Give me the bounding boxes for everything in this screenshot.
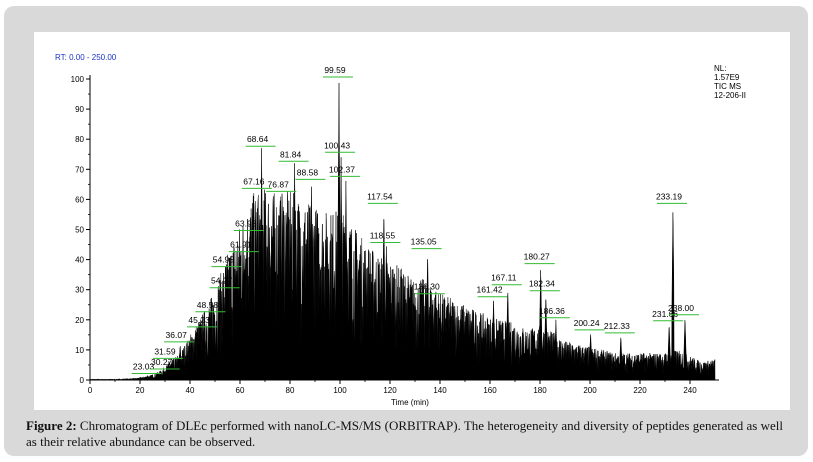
peak-label: 180.27 [524,252,550,262]
x-tick-label: 200 [583,386,597,395]
peak-label: 102.37 [329,164,355,174]
x-tick-label: 220 [633,386,647,395]
y-tick-label: 40 [75,256,84,265]
peak-label: 30.27 [151,357,173,367]
x-tick-label: 160 [483,386,497,395]
peak-label: 99.59 [324,65,346,75]
peak-label: 186.36 [539,306,565,316]
x-tick-label: 120 [383,386,397,395]
x-tick-label: 60 [236,386,245,395]
info-line: 12-206-II [714,91,746,100]
figure-frame: RT: 0.00 - 250.00 NL: 1.57E9 TIC MS 12-206-… [4,6,808,456]
x-tick-label: 240 [683,386,697,395]
y-tick-label: 10 [75,346,84,355]
x-tick-label: 0 [88,386,93,395]
peak-label: 23.03 [133,361,155,371]
x-axis-title: Time (min) [391,398,429,407]
chromatogram-trace [89,82,716,381]
x-tick-label: 140 [433,386,447,395]
peak-label: 61.91 [230,240,252,250]
peak-label: 45.23 [188,315,210,325]
peak-label: 54.27 [211,276,233,286]
x-tick-label: 80 [286,386,295,395]
chromatogram-panel: RT: 0.00 - 250.00 NL: 1.57E9 TIC MS 12-206-… [34,32,790,410]
peak-label: 117.54 [367,191,393,201]
y-tick-label: 30 [75,286,84,295]
peak-label: 136.30 [414,282,440,292]
x-tick-label: 180 [533,386,547,395]
peak-label: 68.64 [247,134,269,144]
data-layer [89,82,716,381]
peak-label: 88.58 [297,167,319,177]
peak-label: 167.11 [491,273,517,283]
peak-label: 238.00 [668,303,694,313]
peak-label: 212.33 [604,321,630,331]
y-tick-label: 80 [75,135,84,144]
peak-label: 118.55 [370,231,396,241]
info-line: TIC MS [714,82,741,91]
caption-text: Chromatogram of DLEc performed with nano… [26,418,783,449]
y-tick-label: 100 [71,75,85,84]
peak-label: 182.34 [529,279,555,289]
x-tick-label: 100 [333,386,347,395]
peak-label: 31.59 [154,346,176,356]
peak-label: 233.19 [656,191,682,201]
x-tick-label: 20 [136,386,145,395]
peak-label: 231.66 [652,309,678,319]
y-tick-label: 20 [75,316,84,325]
caption-label: Figure 2: [26,418,77,433]
y-tick-label: 50 [75,226,84,235]
peak-label: 161.42 [477,285,503,295]
peak-label: 100.43 [324,140,350,150]
figure-caption: Figure 2: Chromatogram of DLEc performed… [26,418,796,450]
info-line: 1.57E9 [714,73,740,82]
axes-layer: 0 10 20 30 40 50 60 70 80 90 100 0 20 40 60 80 100 120 140… [71,75,719,395]
y-tick-label: 0 [80,376,85,385]
peak-label: 36.07 [166,330,188,340]
y-tick-label: 70 [75,165,84,174]
peak-label: 81.84 [280,149,302,159]
y-tick-label: 90 [75,105,84,114]
peak-label: 48.58 [197,300,219,310]
rt-range-label: RT: 0.00 - 250.00 [55,53,117,62]
peak-label: 135.05 [411,237,437,247]
y-tick-label: 60 [75,195,84,204]
x-tick-label: 40 [186,386,195,395]
peak-label: 67.16 [243,176,265,186]
peak-label: 76.87 [268,179,290,189]
peak-label: 63.93 [235,219,257,229]
peak-label: 200.24 [574,318,600,328]
info-line: NL: [714,64,726,73]
peak-label: 54.95 [213,255,235,265]
